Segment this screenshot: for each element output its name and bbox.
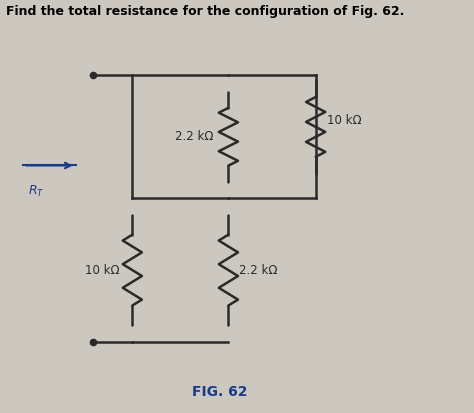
- Text: FIG. 62: FIG. 62: [192, 385, 247, 399]
- Text: 2.2 kΩ: 2.2 kΩ: [174, 130, 213, 143]
- Text: 2.2 kΩ: 2.2 kΩ: [239, 263, 278, 277]
- Text: $R_T$: $R_T$: [27, 184, 44, 199]
- Text: Find the total resistance for the configuration of Fig. 62.: Find the total resistance for the config…: [6, 5, 404, 19]
- Text: 10 kΩ: 10 kΩ: [85, 263, 119, 277]
- Text: 10 kΩ: 10 kΩ: [327, 114, 361, 127]
